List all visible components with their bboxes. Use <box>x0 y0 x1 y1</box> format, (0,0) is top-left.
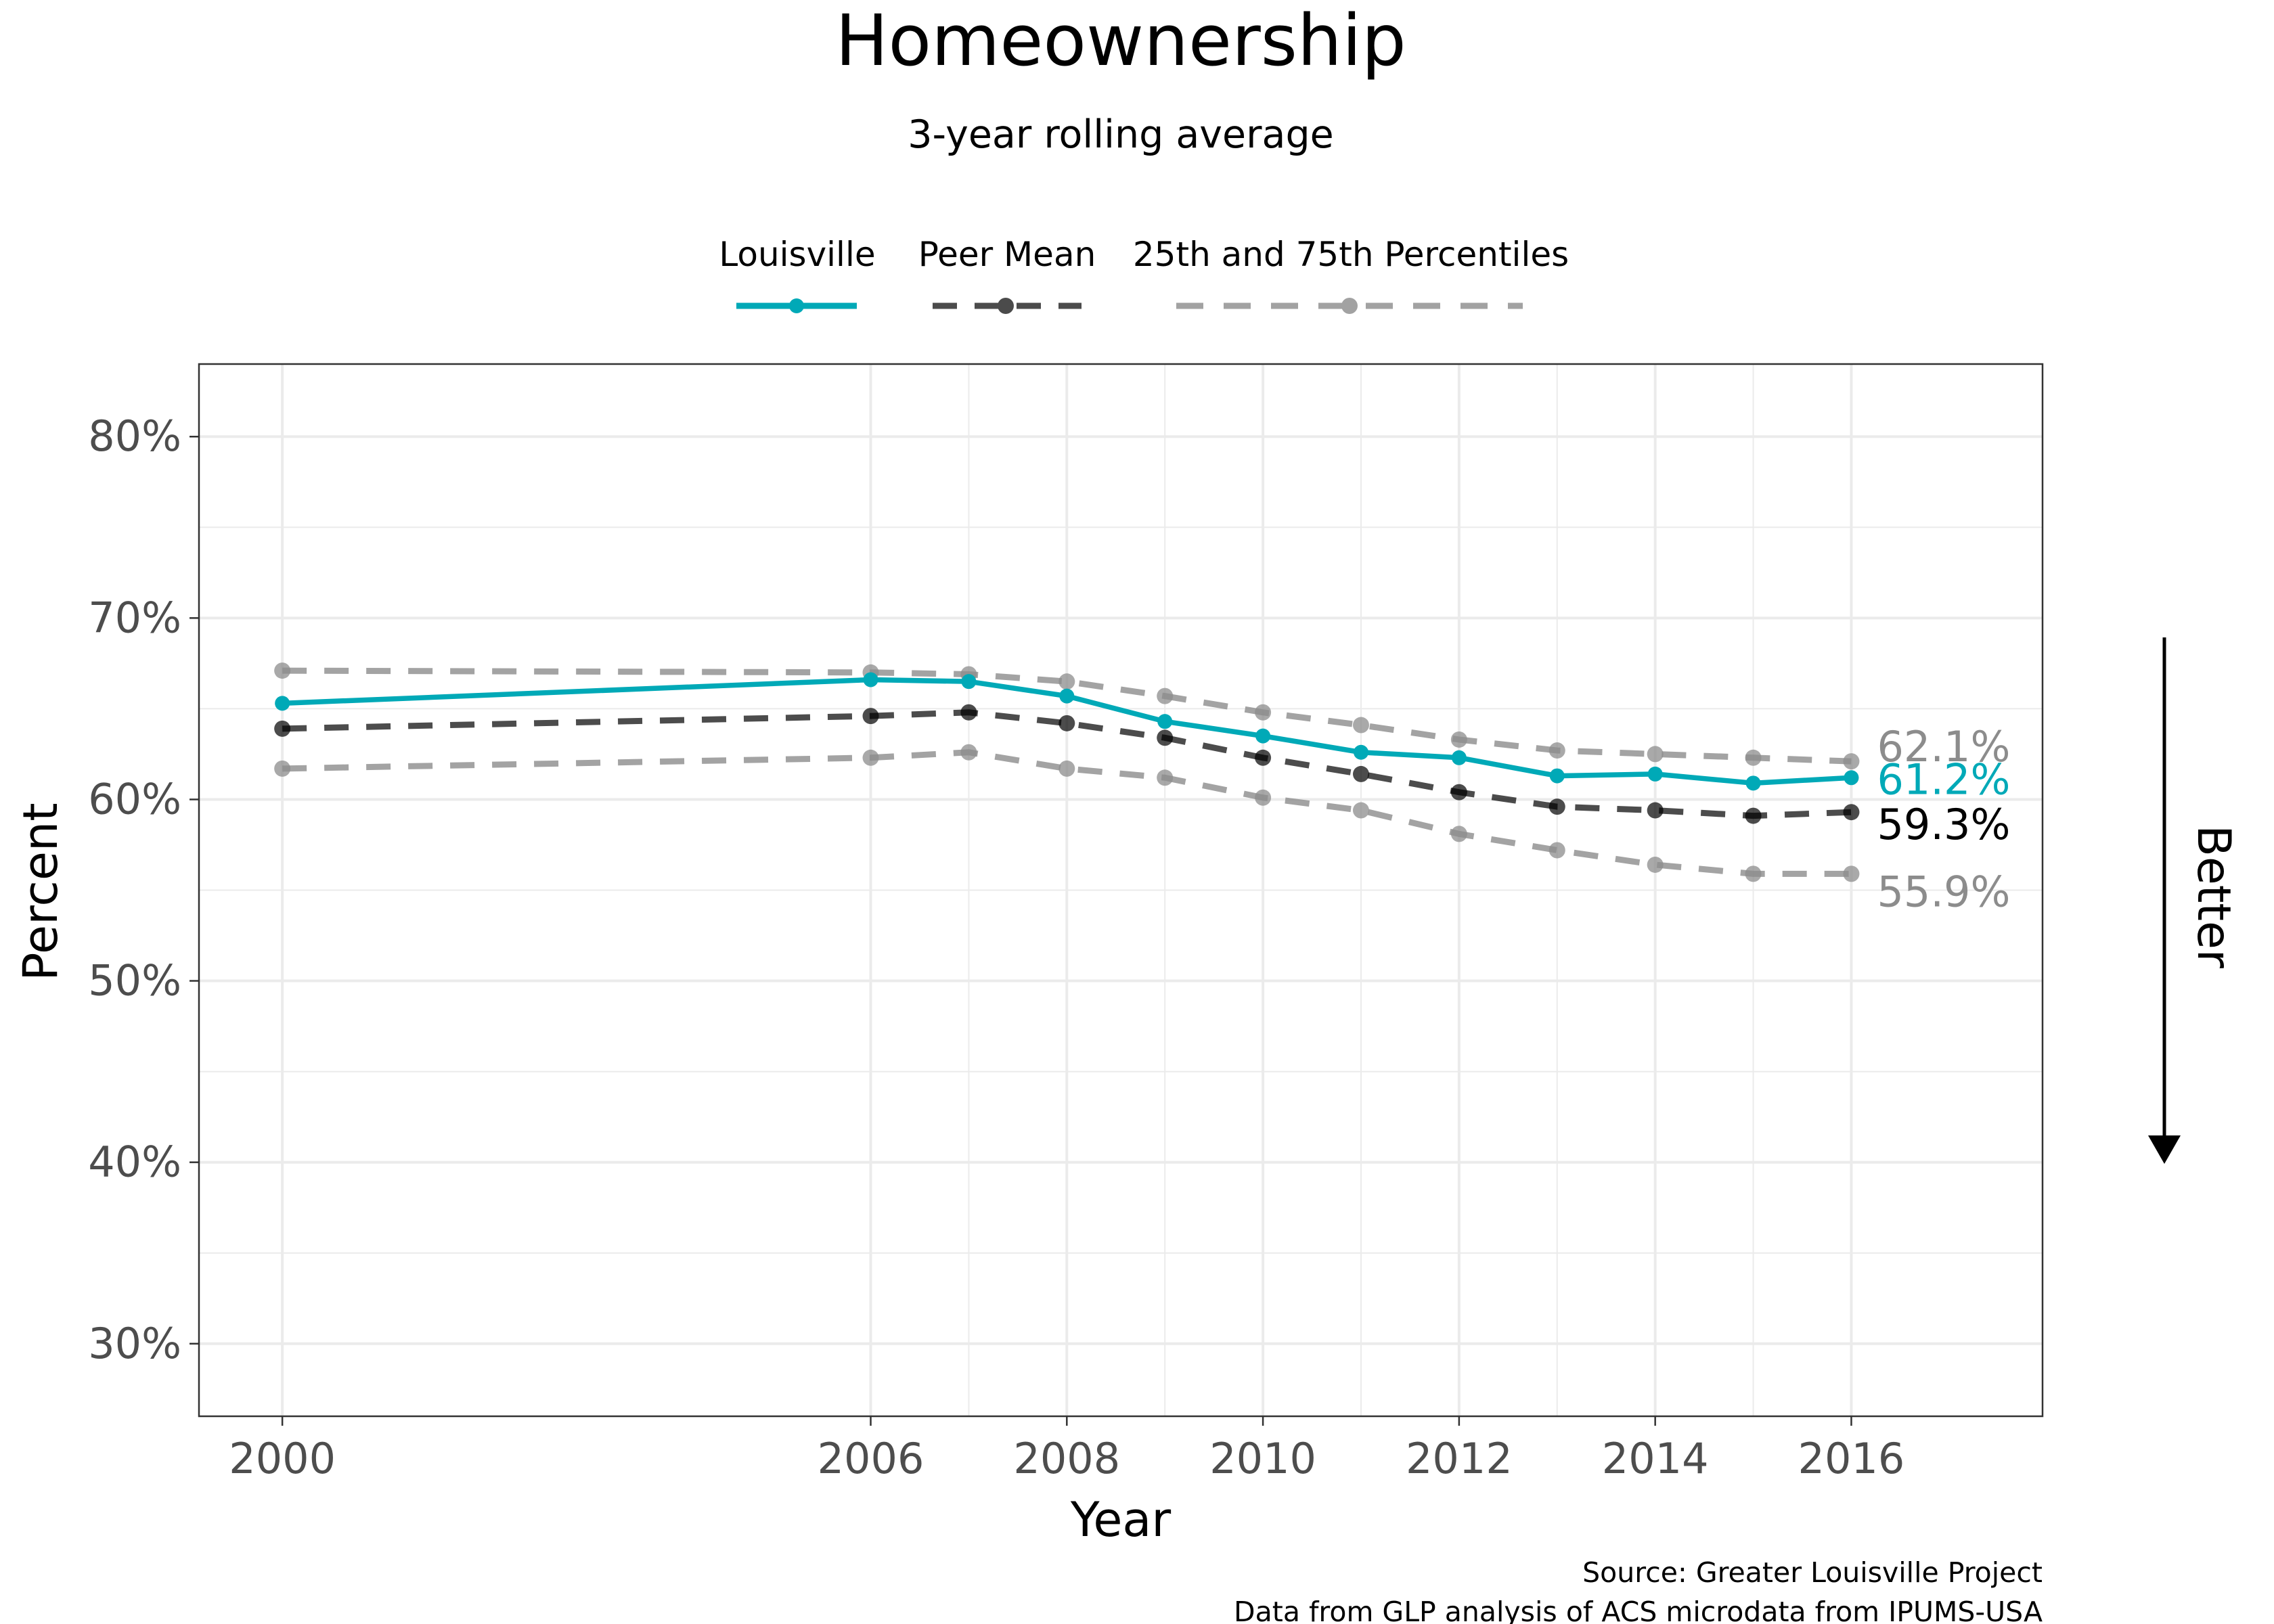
series-mean <box>274 704 1860 824</box>
point-p25 <box>1352 802 1369 819</box>
series-layer <box>274 662 1860 882</box>
better-indicator: Better <box>2148 637 2240 1164</box>
point-p75 <box>1745 749 1762 766</box>
end-labels: 62.1% 55.9% 59.3%61.2% <box>1877 722 2010 916</box>
point-louisville <box>1255 728 1271 744</box>
plot-panel <box>198 363 2044 1418</box>
point-mean <box>1157 729 1174 746</box>
major-gridlines-y <box>199 435 2043 1345</box>
caption-source: Source: Greater Louisville Project <box>1582 1556 2043 1589</box>
y-tick-label: 60% <box>88 774 181 824</box>
x-tick-label: 2008 <box>1013 1434 1120 1483</box>
legend-label-percentiles: 25th and 75th Percentiles <box>1133 235 1569 274</box>
point-louisville <box>961 674 977 690</box>
point-louisville <box>863 672 878 687</box>
point-p25 <box>274 760 291 777</box>
point-p75 <box>1450 731 1467 748</box>
point-louisville <box>1844 770 1859 786</box>
y-tick-label: 30% <box>88 1319 181 1368</box>
x-tick-label: 2010 <box>1209 1434 1316 1483</box>
point-mean <box>274 720 291 737</box>
point-louisville <box>275 696 290 711</box>
end-label-louisville: 61.2% <box>1877 754 2010 804</box>
point-p25 <box>1745 865 1762 882</box>
point-p25 <box>960 744 977 761</box>
legend: Louisville Peer Mean 25th and 75th Perce… <box>719 235 1569 314</box>
point-p25 <box>1647 856 1664 873</box>
point-p75 <box>1843 753 1860 770</box>
point-mean <box>1647 802 1664 819</box>
point-p25 <box>1255 789 1272 806</box>
series-line-p25 <box>282 749 1852 877</box>
series-p75 <box>274 662 1860 770</box>
point-louisville <box>1451 750 1467 765</box>
panel-border <box>198 363 2044 1418</box>
point-p75 <box>1352 717 1369 734</box>
point-p25 <box>1843 865 1860 882</box>
x-tick-label: 2006 <box>818 1434 924 1483</box>
minor-gridlines-x <box>968 364 1754 1416</box>
point-p25 <box>862 749 879 766</box>
point-p75 <box>1548 742 1565 759</box>
series-p25 <box>274 744 1860 882</box>
end-label-p25: 55.9% <box>1877 867 2010 916</box>
series-louisville <box>275 672 1859 791</box>
legend-key-percentiles <box>1176 298 1523 314</box>
point-mean <box>1843 804 1860 821</box>
legend-key-peer-mean <box>933 298 1082 314</box>
series-line-p75 <box>282 667 1852 765</box>
x-tick-label: 2014 <box>1602 1434 1709 1483</box>
chart-title: Homeownership <box>835 0 1406 82</box>
point-louisville <box>1745 775 1761 791</box>
y-tick-label: 50% <box>88 956 181 1006</box>
major-gridlines-x <box>281 364 1853 1416</box>
point-louisville <box>1059 688 1075 704</box>
point-p75 <box>1058 673 1075 690</box>
x-tick-label: 2016 <box>1798 1434 1905 1483</box>
legend-label-louisville: Louisville <box>719 235 875 274</box>
better-arrow-head <box>2148 1135 2181 1164</box>
series-line-louisville <box>282 677 1852 786</box>
chart-subtitle: 3-year rolling average <box>908 112 1333 157</box>
point-p75 <box>1157 687 1174 704</box>
legend-key-louisville <box>736 298 857 313</box>
point-mean <box>1548 798 1565 815</box>
y-axis-title: Percent <box>13 803 68 980</box>
point-mean <box>1255 749 1272 766</box>
end-label-mean: 59.3% <box>1877 800 2010 849</box>
legend-label-peer-mean: Peer Mean <box>918 235 1096 274</box>
point-p25 <box>1157 769 1174 786</box>
point-p25 <box>1548 842 1565 859</box>
point-louisville <box>1549 768 1565 784</box>
caption-data: Data from GLP analysis of ACS microdata … <box>1234 1596 2043 1624</box>
point-mean <box>862 708 879 725</box>
x-tick-label: 2000 <box>229 1434 336 1483</box>
point-mean <box>1745 807 1762 824</box>
point-louisville <box>1647 766 1663 782</box>
point-p75 <box>274 662 291 679</box>
point-p25 <box>1058 760 1075 777</box>
point-mean <box>960 704 977 721</box>
point-p75 <box>1647 746 1664 763</box>
x-axis-title: Year <box>1070 1492 1171 1548</box>
y-axis: 30% 40% 50% 60% 70% 80% <box>88 411 199 1368</box>
series-line-mean <box>282 709 1852 819</box>
minor-gridlines-y <box>199 526 2043 1254</box>
end-label-p75: 62.1% <box>1877 722 2010 771</box>
y-tick-label: 40% <box>88 1137 181 1187</box>
point-mean <box>1058 715 1075 731</box>
point-p25 <box>1450 826 1467 842</box>
point-mean <box>1352 765 1369 782</box>
point-mean <box>1450 784 1467 800</box>
better-label: Better <box>2187 825 2240 968</box>
point-louisville <box>1157 714 1173 729</box>
x-axis: 2000 2006 2008 2010 2012 2014 2016 <box>229 1416 1904 1483</box>
x-tick-label: 2012 <box>1406 1434 1513 1483</box>
point-louisville <box>1353 744 1368 760</box>
y-tick-label: 70% <box>88 593 181 642</box>
point-p75 <box>1255 704 1272 721</box>
y-tick-label: 80% <box>88 411 181 461</box>
